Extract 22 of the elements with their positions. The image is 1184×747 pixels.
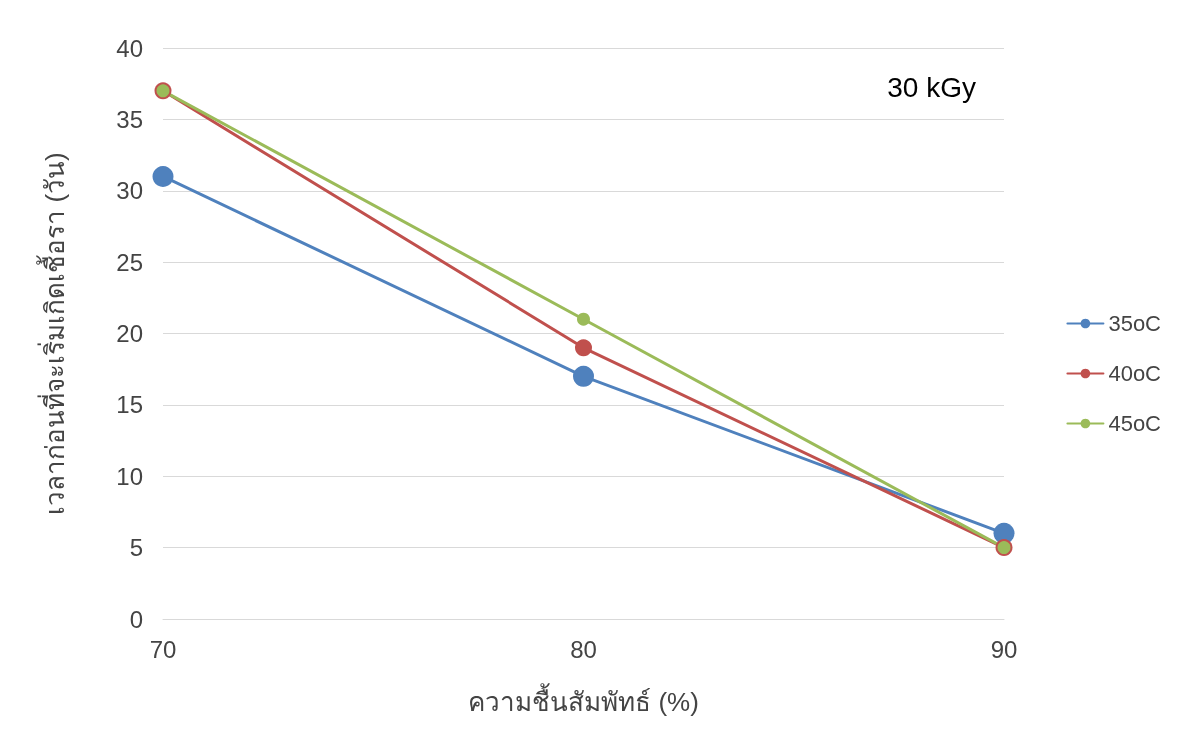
y-tick-label: 0 bbox=[129, 605, 143, 633]
y-axis-title: เวลาก่อนที่จะเริ่มเกิดเชื้อรา (วัน) bbox=[36, 152, 70, 515]
y-tick-label: 35 bbox=[116, 105, 143, 133]
x-tick-label: 90 bbox=[990, 635, 1018, 663]
point bbox=[573, 365, 594, 387]
y-tick-label: 40 bbox=[116, 34, 143, 62]
y-tick-label: 15 bbox=[116, 391, 143, 419]
y-tick-label: 5 bbox=[129, 534, 143, 562]
legend-label: 40oC bbox=[1108, 361, 1162, 386]
legend-label: 45oC bbox=[1108, 411, 1162, 436]
y-tick-label: 30 bbox=[116, 177, 143, 205]
legend-label: 35oC bbox=[1108, 311, 1162, 336]
point bbox=[577, 312, 590, 326]
point bbox=[575, 339, 592, 357]
x-tick-label: 80 bbox=[570, 635, 597, 663]
y-tick-label: 20 bbox=[116, 320, 143, 347]
x-tick-label: 70 bbox=[149, 635, 177, 663]
annotation: 30 kGy bbox=[887, 71, 976, 103]
y-tick-label: 25 bbox=[116, 248, 143, 276]
x-axis-title: ความชื้นสัมพัทธ์ (%) bbox=[468, 683, 699, 717]
point bbox=[152, 165, 174, 187]
y-tick-label: 10 bbox=[116, 462, 143, 490]
